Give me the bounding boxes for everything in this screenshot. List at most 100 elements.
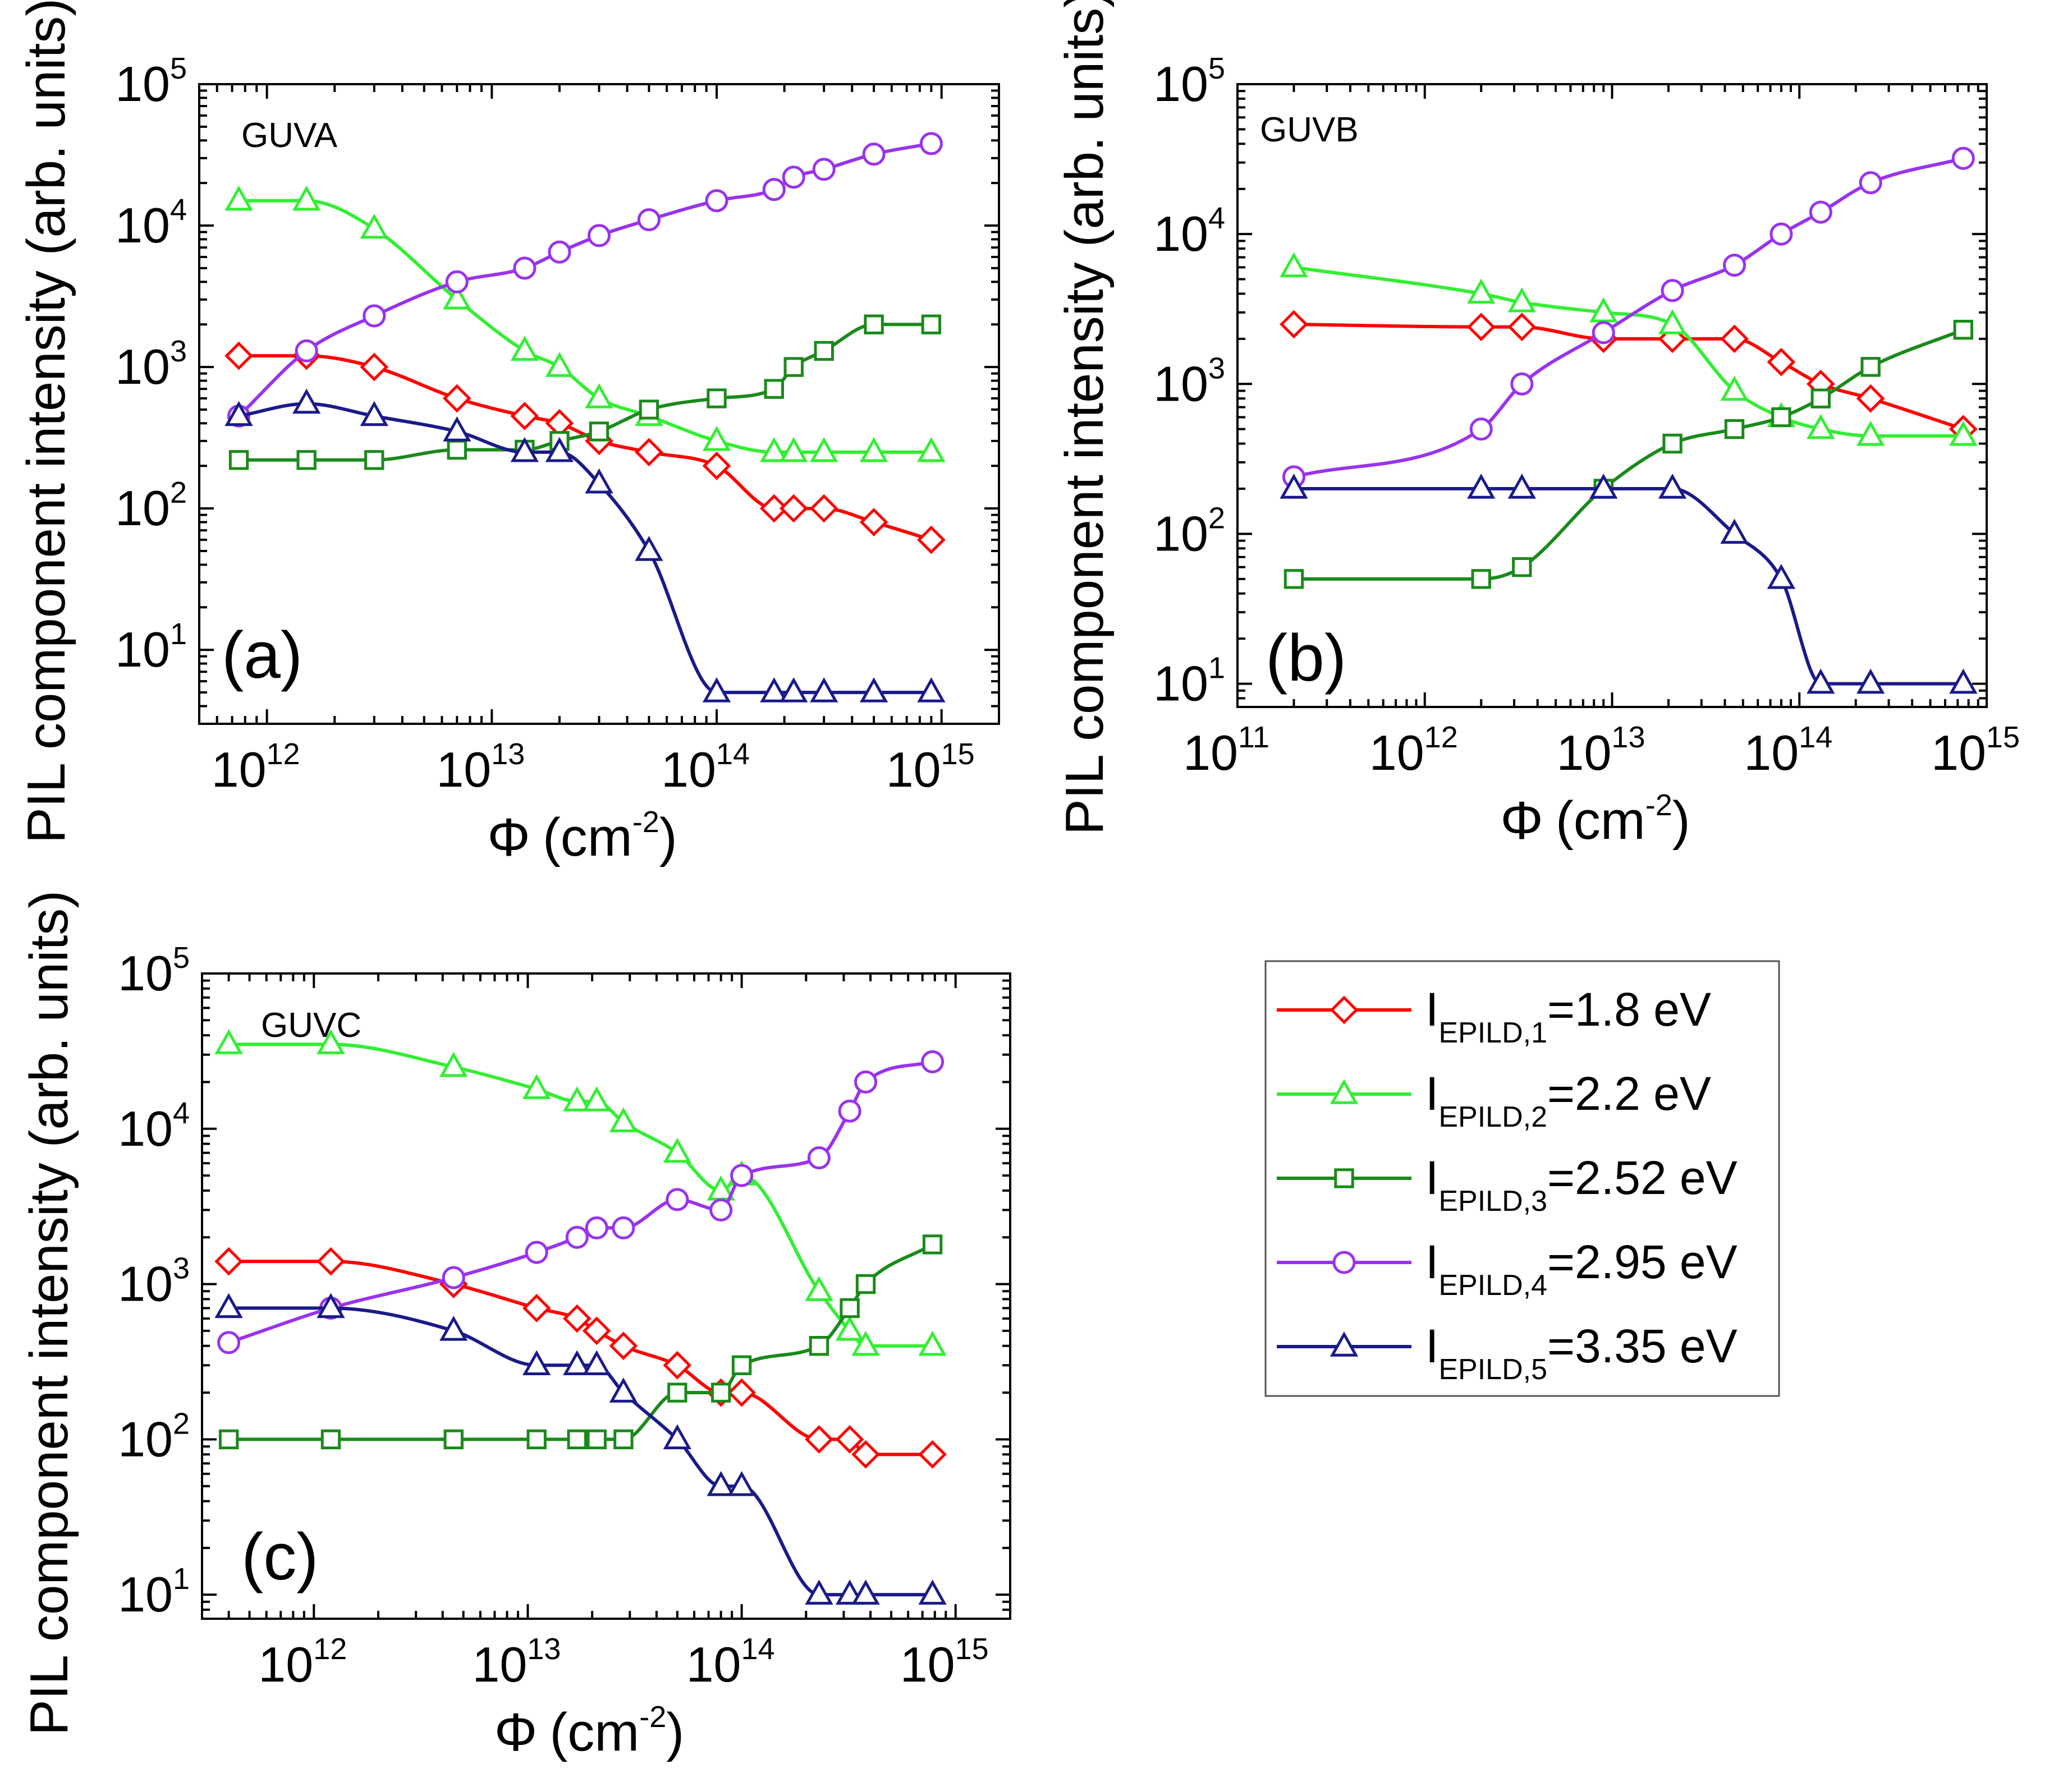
data-point [1860, 357, 1881, 377]
y-tick-label-base: 10 [1153, 506, 1208, 561]
legend-label-value: =2.2 eV [1547, 1067, 1711, 1120]
data-point [780, 437, 808, 462]
x-tick-label-base: 10 [1369, 725, 1424, 780]
legend-label: IEPILD,2=2.2 eV [1425, 1067, 1711, 1133]
data-point [809, 494, 838, 523]
y-tick-label-base: 10 [1153, 356, 1208, 411]
data-point [224, 401, 253, 426]
y-tick-label-base: 10 [115, 480, 170, 536]
x-tick-label-exponent: 13 [491, 737, 525, 771]
x-axis-symbol: Φ [494, 1702, 538, 1762]
x-tick-label-exponent: 12 [267, 737, 300, 771]
data-point [1770, 222, 1793, 246]
x-tick-label-base: 10 [1557, 725, 1612, 780]
legend-marker [1330, 1331, 1359, 1357]
y-tick-label-exponent: 4 [173, 1096, 190, 1130]
data-point [1510, 372, 1534, 396]
y-tick-label-exponent: 5 [170, 52, 187, 85]
legend-label-value: =3.35 eV [1547, 1320, 1738, 1372]
data-point [317, 1293, 345, 1319]
data-point [1767, 563, 1796, 589]
data-point [364, 450, 384, 470]
data-point [1856, 421, 1885, 446]
y-tick-label-base: 10 [118, 1567, 173, 1622]
data-point [921, 314, 942, 334]
data-point [1662, 433, 1683, 454]
data-point [522, 1294, 551, 1322]
y-tick-label: 102 [1153, 501, 1225, 561]
data-point [360, 213, 388, 239]
data-point [513, 256, 537, 280]
data-point [585, 1216, 608, 1239]
x-tick-label: 1015 [886, 737, 975, 797]
data-point [780, 677, 808, 702]
data-point [1467, 278, 1496, 304]
y-tick-label-base: 10 [115, 339, 170, 394]
y-tick-label-base: 10 [118, 1101, 173, 1156]
x-tick-label: 1013 [1557, 720, 1645, 780]
series-3 [228, 314, 942, 470]
series-5 [1280, 474, 1978, 694]
data-point [360, 352, 389, 382]
y-tick-label: 101 [115, 617, 187, 677]
data-point [1720, 375, 1749, 401]
data-point [810, 437, 838, 462]
data-point [859, 677, 888, 702]
data-point [214, 1029, 243, 1054]
x-tick-label-base: 10 [1744, 725, 1799, 780]
data-point [1658, 474, 1687, 499]
y-tick-label: 104 [1153, 201, 1225, 261]
series-line [228, 1243, 934, 1441]
y-tick-label-exponent: 5 [1208, 52, 1225, 85]
series-2 [1280, 252, 1978, 446]
data-point [447, 439, 467, 460]
data-point [919, 132, 943, 155]
data-point [442, 384, 471, 413]
legend-marker [1334, 1168, 1354, 1188]
series-line [1294, 265, 1964, 438]
legend-label-subscript: EPILD,2 [1438, 1101, 1547, 1133]
data-point [851, 1440, 880, 1469]
data-point [585, 383, 613, 408]
x-tick-label: 1014 [686, 1632, 775, 1692]
y-tick-label-exponent: 1 [173, 1562, 190, 1596]
legend-label-value: =1.8 eV [1547, 983, 1711, 1036]
data-point [707, 388, 727, 408]
data-point [1469, 417, 1493, 441]
data-point [805, 1579, 833, 1605]
series-2 [224, 185, 946, 462]
data-point [710, 1383, 731, 1403]
data-point [565, 1225, 589, 1249]
data-point [667, 1383, 687, 1403]
data-point [663, 1424, 692, 1450]
data-point [855, 1274, 876, 1294]
data-point [363, 304, 386, 328]
series-line [228, 1306, 933, 1597]
y-tick-label: 103 [1153, 351, 1225, 411]
data-point [292, 185, 321, 211]
y-axis-label: PIL component intensity (arb. units) [16, 0, 76, 843]
data-point [851, 1330, 880, 1356]
data-point [1507, 474, 1536, 499]
y-tick-label: 105 [118, 941, 190, 1001]
legend-marker [1330, 995, 1359, 1025]
y-tick-label-exponent: 3 [173, 1252, 190, 1285]
data-point [762, 178, 786, 201]
legend-item-2: IEPILD,2=2.2 eV [1277, 1067, 1711, 1133]
series-3 [1283, 319, 1974, 589]
series-line [239, 199, 932, 454]
data-point [916, 525, 946, 554]
data-point [727, 1471, 756, 1496]
data-point [1592, 321, 1615, 345]
sample-title: GUVC [261, 1006, 361, 1045]
data-point [731, 1355, 752, 1375]
x-tick-label-exponent: 14 [716, 737, 750, 771]
data-point [1507, 287, 1536, 313]
x-tick-label-base: 10 [886, 742, 941, 797]
y-axis-label: PIL component intensity (arb. units) [19, 890, 79, 1736]
data-point [320, 1429, 341, 1450]
data-point [317, 1029, 345, 1054]
series-line [237, 141, 932, 417]
y-axis-label: PIL component intensity (arb. units) [1055, 0, 1115, 835]
series-2 [214, 1029, 947, 1356]
